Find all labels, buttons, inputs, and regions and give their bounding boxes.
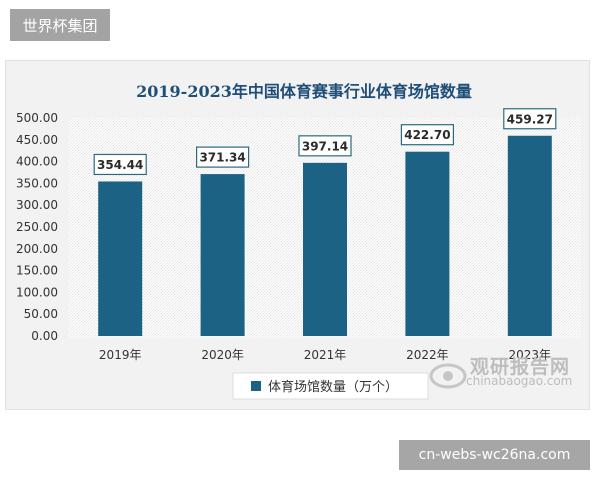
value-label: 354.44	[97, 158, 143, 172]
watermark-en-text: chinabaogao.com	[466, 374, 573, 388]
y-tick-label: 450.00	[16, 133, 58, 147]
legend-swatch	[251, 381, 261, 391]
value-label: 422.70	[404, 128, 450, 142]
top-brand-label: 世界杯集团	[22, 16, 98, 35]
bar	[507, 135, 552, 336]
bar	[98, 181, 143, 336]
bottom-domain-tag: cn-webs-wc26na.com	[399, 440, 590, 470]
x-tick-label: 2019年	[99, 348, 142, 362]
y-tick-label: 250.00	[16, 220, 58, 234]
y-tick-label: 50.00	[24, 307, 58, 321]
y-tick-label: 200.00	[16, 242, 58, 256]
x-tick-label: 2021年	[304, 348, 347, 362]
y-tick-label: 0.00	[31, 329, 58, 343]
bar-chart: 2019-2023年中国体育赛事行业体育场馆数量 0.00 50.00 100.00…	[16, 82, 581, 400]
legend-label: 体育场馆数量（万个）	[268, 379, 398, 395]
chart-title: 2019-2023年中国体育赛事行业体育场馆数量	[136, 82, 472, 101]
bottom-domain-label: cn-webs-wc26na.com	[418, 447, 571, 463]
y-tick-label: 150.00	[16, 264, 58, 278]
y-tick-label: 400.00	[16, 155, 58, 169]
bar	[303, 162, 347, 336]
bar	[405, 151, 450, 336]
value-label: 371.34	[199, 151, 245, 165]
watermark-logo-icon	[429, 363, 467, 389]
bar	[200, 174, 245, 336]
top-brand-tag: 世界杯集团	[10, 9, 110, 41]
legend-box	[232, 372, 429, 400]
y-tick-label: 300.00	[16, 198, 58, 212]
x-tick-label: 2022年	[406, 348, 449, 362]
watermark-cn-text: 观研报告网	[470, 356, 571, 378]
value-label-box	[298, 135, 352, 157]
y-tick-label: 100.00	[16, 285, 58, 299]
chart-frame: 2019-2023年中国体育赛事行业体育场馆数量 0.00 50.00 100.00…	[5, 60, 590, 410]
value-label-box	[93, 153, 147, 176]
watermark: 观研报告网 chinabaogao.com	[428, 352, 588, 398]
value-label: 397.14	[302, 139, 348, 153]
value-label-box	[503, 108, 557, 130]
value-label-box	[196, 146, 250, 168]
y-tick-label: 350.00	[16, 176, 58, 190]
y-tick-label: 500.00	[16, 111, 58, 125]
x-tick-label: 2020年	[201, 348, 244, 362]
x-tick-label: 2023年	[509, 348, 552, 362]
value-label-box	[400, 124, 454, 146]
value-label: 459.27	[507, 112, 553, 126]
